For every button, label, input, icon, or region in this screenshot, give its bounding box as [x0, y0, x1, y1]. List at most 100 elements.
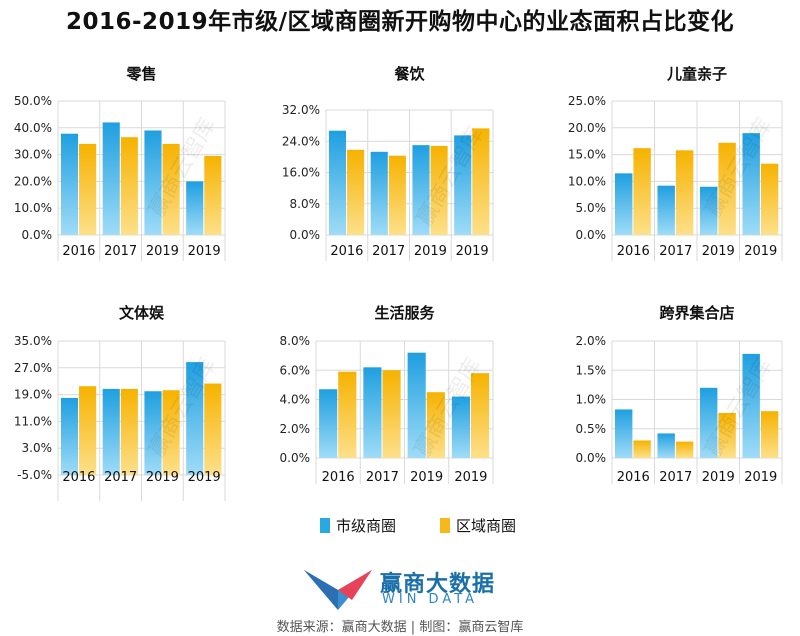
x-tick-label: 2017 [372, 244, 405, 259]
y-tick-label: 16.0% [282, 166, 320, 180]
y-tick-label: 27.0% [14, 361, 52, 375]
logo-mark-icon [304, 570, 372, 610]
y-tick-label: 0.0% [22, 228, 53, 242]
x-tick-label: 2019 [744, 470, 777, 485]
bar-city-1 [319, 389, 338, 458]
bar-city-3 [412, 145, 430, 235]
bar-regional-4 [760, 411, 779, 458]
bar-regional-1 [79, 143, 97, 235]
y-tick-label: 10.0% [14, 201, 52, 215]
chart-title: 文体娱 [119, 304, 165, 322]
legend-item-regional: 区域商圈 [440, 515, 516, 536]
x-tick-label: 2019 [702, 470, 735, 485]
y-tick-label: 8.0% [280, 334, 311, 348]
y-tick-label: 24.0% [282, 134, 320, 148]
bar-regional-4 [472, 128, 490, 235]
y-tick-label: 40.0% [14, 121, 52, 135]
bar-regional-3 [162, 390, 180, 475]
source-note: 数据来源：赢商大数据 | 制图：赢商云智库 [276, 620, 524, 635]
bar-regional-2 [675, 150, 694, 235]
x-tick-label: 2019 [454, 470, 487, 485]
y-tick-label: 30.0% [14, 148, 52, 162]
x-tick-label: 2017 [659, 470, 692, 485]
chart-title: 餐饮 [394, 65, 425, 83]
chart-title: 生活服务 [374, 304, 435, 322]
bar-regional-4 [204, 155, 222, 235]
bar-city-3 [407, 352, 426, 458]
logo-text-en: WIN DATA [382, 592, 479, 607]
y-tick-label: 1.0% [576, 393, 607, 407]
x-tick-label: 2016 [330, 244, 363, 259]
bar-regional-4 [204, 383, 222, 475]
x-tick-label: 2016 [62, 470, 95, 485]
x-tick-label: 2019 [146, 470, 179, 485]
x-tick-label: 2019 [744, 244, 777, 259]
logo-text-cn: 赢商大数据 [380, 572, 496, 597]
bar-city-2 [657, 433, 675, 458]
x-tick-label: 2016 [62, 244, 95, 259]
y-tick-label: 35.0% [14, 334, 52, 348]
x-tick-label: 2019 [456, 244, 489, 259]
bar-regional-2 [388, 155, 406, 235]
bar-regional-1 [633, 440, 651, 458]
bar-regional-3 [430, 145, 448, 235]
bar-city-1 [328, 130, 347, 235]
chart-panel-6: 跨界集合店 2.0% 1.5% 1.0% 0.5% 0.0% 2016 2017 2019 201… [576, 304, 783, 485]
y-tick-label: 0.0% [576, 451, 607, 465]
y-tick-label: 5.0% [576, 201, 607, 215]
y-tick-label: 0.0% [280, 451, 311, 465]
bar-regional-2 [382, 370, 401, 458]
chart-panel-4: 文体娱 35.0% 27.0% 19.0% 11.0% 3.0% -5.0% 2016 2017… [14, 304, 226, 501]
y-tick-label: 8.0% [290, 197, 321, 211]
chart-title: 零售 [125, 65, 156, 83]
chart-panel-1: 零售 50.0% 40.0% 30.0% 20.0% 10.0% 0.0% 2016 2017 2… [14, 65, 226, 261]
y-tick-label: 25.0% [568, 94, 606, 108]
y-tick-label: 1.5% [576, 363, 607, 377]
legend-swatch-regional [440, 518, 450, 533]
bar-regional-4 [760, 163, 779, 235]
y-tick-label: 4.0% [280, 393, 311, 407]
x-tick-label: 2017 [104, 470, 137, 485]
y-tick-label: 6.0% [280, 363, 311, 377]
bar-city-1 [60, 133, 79, 235]
legend-item-city: 市级商圈 [320, 515, 396, 536]
bar-city-1 [614, 173, 633, 235]
bar-city-2 [102, 388, 120, 475]
y-tick-label: 50.0% [14, 94, 52, 108]
bar-regional-2 [675, 441, 694, 458]
chart-panel-2: 餐饮 32.0% 24.0% 16.0% 8.0% 0.0% 2016 2017 2019 201… [282, 65, 494, 261]
y-tick-label: 20.0% [14, 174, 52, 188]
bar-city-4 [186, 362, 204, 475]
legend-swatch-city [320, 518, 330, 533]
bar-regional-3 [426, 392, 445, 458]
x-tick-label: 2019 [702, 244, 735, 259]
legend-label-city: 市级商圈 [336, 517, 397, 535]
bar-city-4 [742, 353, 760, 458]
x-tick-label: 2017 [366, 470, 399, 485]
bar-regional-4 [470, 373, 490, 458]
x-tick-label: 2019 [188, 470, 221, 485]
y-tick-label: 0.5% [576, 422, 607, 436]
y-tick-label: -5.0% [17, 468, 52, 482]
y-tick-label: 2.0% [576, 334, 607, 348]
x-tick-label: 2017 [659, 244, 692, 259]
bar-city-2 [657, 185, 675, 235]
x-tick-label: 2019 [410, 470, 443, 485]
chart-title: 儿童亲子 [666, 65, 727, 83]
y-tick-label: 32.0% [282, 103, 320, 117]
chart-panel-3: 儿童亲子 25.0% 20.0% 15.0% 10.0% 5.0% 0.0% 2016 2017… [568, 65, 783, 261]
x-tick-label: 2016 [617, 244, 650, 259]
x-tick-label: 2016 [617, 470, 650, 485]
bar-city-3 [699, 387, 718, 458]
bar-regional-3 [718, 142, 736, 235]
bar-regional-2 [120, 137, 138, 235]
x-tick-label: 2016 [322, 470, 355, 485]
bar-city-3 [144, 130, 162, 235]
bar-city-4 [451, 396, 470, 458]
chart-panel-5: 生活服务 8.0% 6.0% 4.0% 2.0% 0.0% 2016 2017 2019 2019… [280, 304, 494, 485]
bar-city-4 [186, 181, 204, 235]
main-title: 2016-2019年市级/区域商圈新开购物中心的业态面积占比变化 [66, 9, 734, 35]
x-tick-label: 2019 [414, 244, 447, 259]
bar-regional-1 [347, 149, 365, 235]
